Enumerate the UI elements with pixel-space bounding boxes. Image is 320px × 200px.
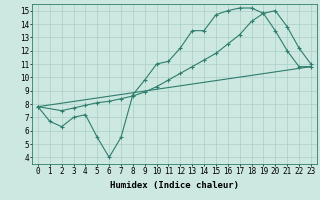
X-axis label: Humidex (Indice chaleur): Humidex (Indice chaleur) [110, 181, 239, 190]
